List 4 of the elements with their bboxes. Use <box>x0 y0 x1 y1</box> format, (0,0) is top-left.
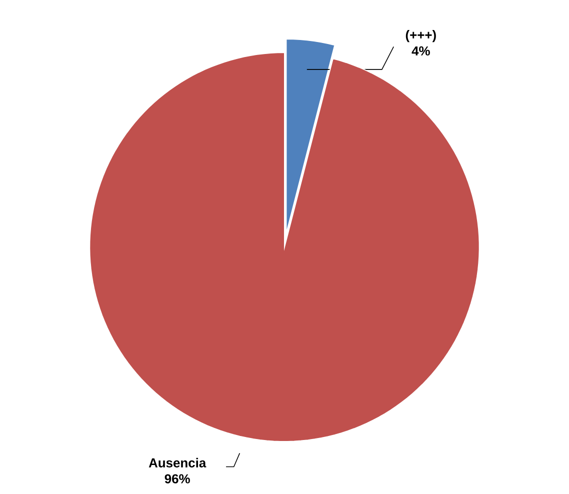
data-label: 96% <box>164 474 190 484</box>
data-label: 4% <box>412 46 430 56</box>
slice-label: Ausencia <box>148 458 206 468</box>
slice-label: (+++) <box>406 30 436 42</box>
